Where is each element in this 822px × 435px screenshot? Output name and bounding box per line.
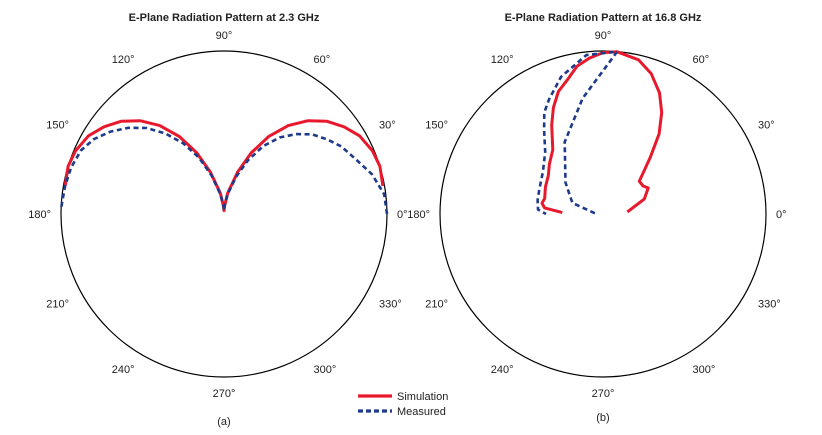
angle-label: 60° <box>314 54 331 66</box>
angle-label: 330° <box>379 299 402 311</box>
angle-label: 150° <box>425 120 448 132</box>
angle-label: 240° <box>112 364 135 376</box>
polar-chart-b: E-Plane Radiation Pattern at 16.8 GHz 0°… <box>407 12 786 424</box>
polar-outline <box>439 50 767 378</box>
angle-label: 30° <box>758 120 775 132</box>
angle-label: 90° <box>595 30 612 42</box>
chart-caption: (b) <box>596 412 609 424</box>
legend-label-simulation: Simulation <box>397 391 448 403</box>
chart-caption: (a) <box>217 416 230 428</box>
angle-label: 240° <box>491 364 514 376</box>
series-line-simulation <box>540 50 664 215</box>
series-line-measured <box>59 126 389 215</box>
angle-labels: 0° 30° 60° 90° 120° 150° 180° 210° 240° 270° 300° 3… <box>407 30 786 400</box>
angle-label: 120° <box>112 54 135 66</box>
angle-label: 180° <box>407 209 430 221</box>
angle-label: 150° <box>46 120 69 132</box>
angle-labels: 0° 30° 60° 90° 120° 150° 180° 210° 240° 270° 300° 3… <box>28 30 407 400</box>
angle-label: 90° <box>216 30 233 42</box>
angle-label: 120° <box>491 54 514 66</box>
series-line-simulation <box>63 119 385 213</box>
series-group <box>536 50 664 216</box>
angle-label: 0° <box>397 209 408 221</box>
polar-outline <box>60 50 388 378</box>
angle-label: 210° <box>46 299 69 311</box>
legend-label-measured: Measured <box>397 406 446 418</box>
angle-label: 210° <box>425 299 448 311</box>
angle-label: 270° <box>592 388 615 400</box>
series-group <box>59 119 389 215</box>
angle-label: 60° <box>693 54 710 66</box>
angle-label: 30° <box>379 120 396 132</box>
chart-title: E-Plane Radiation Pattern at 16.8 GHz <box>505 12 702 24</box>
angle-label: 0° <box>776 209 787 221</box>
angle-label: 270° <box>213 388 236 400</box>
angle-label: 330° <box>758 299 781 311</box>
angle-label: 180° <box>28 209 51 221</box>
legend: Simulation Measured <box>358 391 448 418</box>
chart-title: E-Plane Radiation Pattern at 2.3 GHz <box>129 12 320 24</box>
angle-label: 300° <box>314 364 337 376</box>
series-line-measured <box>536 50 619 216</box>
polar-chart-a: E-Plane Radiation Pattern at 2.3 GHz 0° 3… <box>28 12 407 428</box>
angle-label: 300° <box>693 364 716 376</box>
